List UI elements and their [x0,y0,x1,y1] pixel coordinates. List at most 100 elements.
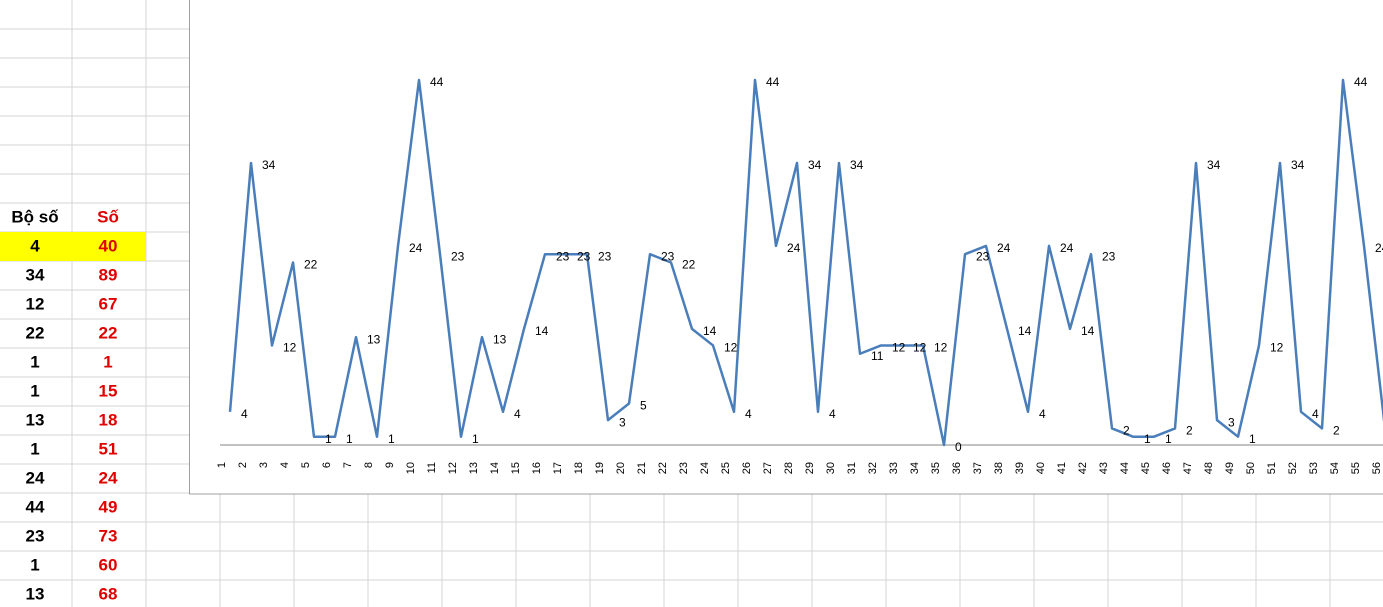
x-tick-label: 41 [1056,462,1068,474]
x-tick-label: 8 [363,462,375,468]
data-label: 12 [724,341,738,355]
x-tick-label: 20 [615,462,627,474]
data-label: 23 [1102,249,1116,263]
x-tick-label: 24 [699,462,711,474]
data-label: 22 [682,258,696,272]
x-tick-label: 43 [1098,462,1110,474]
data-label: 1 [388,432,395,446]
x-tick-label: 21 [636,462,648,474]
data-label: 4 [1312,407,1319,421]
data-label: 2 [1333,424,1340,438]
cell: 1 [30,439,39,458]
x-tick-label: 30 [825,462,837,474]
x-tick-label: 52 [1287,462,1299,474]
x-tick-label: 31 [846,462,858,474]
data-label: 24 [1375,241,1383,255]
x-tick-label: 6 [321,462,333,468]
header-cell: Số [97,207,119,226]
cell: 12 [26,294,45,313]
data-label: 44 [766,75,780,89]
data-label: 23 [976,249,990,263]
data-label: 34 [1207,158,1221,172]
data-label: 4 [241,407,248,421]
data-label: 1 [472,432,479,446]
x-tick-label: 47 [1182,462,1194,474]
data-label: 3 [1228,415,1235,429]
cell: 40 [99,236,118,255]
cell: 24 [99,468,118,487]
data-label: 34 [850,158,864,172]
x-tick-label: 17 [552,462,564,474]
cell: 73 [99,526,118,545]
cell: 49 [99,497,118,516]
x-tick-label: 53 [1308,462,1320,474]
x-tick-label: 45 [1140,462,1152,474]
data-label: 1 [1144,432,1151,446]
data-label: 14 [703,324,717,338]
x-tick-label: 44 [1119,462,1131,474]
cell: 18 [99,410,118,429]
data-label: 3 [619,415,626,429]
data-label: 13 [367,332,381,346]
data-label: 4 [1039,407,1046,421]
x-tick-label: 42 [1077,462,1089,474]
x-tick-label: 48 [1203,462,1215,474]
data-label: 4 [829,407,836,421]
data-label: 44 [430,75,444,89]
x-tick-label: 13 [468,462,480,474]
cell: 24 [26,468,45,487]
data-label: 12 [892,341,906,355]
x-tick-label: 4 [279,462,291,468]
data-label: 2 [1186,424,1193,438]
cell: 4 [30,236,40,255]
cell: 15 [99,381,118,400]
data-label: 14 [1018,324,1032,338]
x-tick-label: 29 [804,462,816,474]
header-cell: Bộ số [11,207,58,226]
x-tick-label: 3 [258,462,270,468]
data-label: 5 [640,399,647,413]
data-label: 12 [934,341,948,355]
cell: 13 [26,584,45,603]
data-label: 1 [1165,432,1172,446]
cell: 67 [99,294,118,313]
data-label: 22 [304,258,318,272]
x-tick-label: 2 [237,462,249,468]
cell: 1 [30,381,39,400]
x-tick-label: 46 [1161,462,1173,474]
data-label: 24 [1060,241,1074,255]
x-tick-label: 35 [930,462,942,474]
cell: 89 [99,265,118,284]
x-tick-label: 49 [1224,462,1236,474]
data-label: 34 [808,158,822,172]
x-tick-label: 11 [426,462,438,473]
cell: 51 [99,439,118,458]
x-tick-label: 18 [573,462,585,474]
cell: 13 [26,410,45,429]
x-tick-label: 37 [972,462,984,474]
x-tick-label: 10 [405,462,417,474]
x-tick-label: 12 [447,462,459,474]
x-tick-label: 23 [678,462,690,474]
x-tick-label: 26 [741,462,753,474]
x-tick-label: 39 [1014,462,1026,474]
x-tick-label: 14 [489,462,501,474]
x-tick-label: 56 [1371,462,1383,474]
data-label: 23 [661,249,675,263]
data-label: 13 [493,332,507,346]
data-label: 12 [1270,341,1284,355]
cell: 22 [99,323,118,342]
x-tick-label: 5 [300,462,312,468]
data-label: 24 [409,241,423,255]
x-tick-label: 33 [888,462,900,474]
data-label: 24 [787,241,801,255]
x-tick-label: 25 [720,462,732,474]
data-label: 1 [1249,432,1256,446]
x-tick-label: 55 [1350,462,1362,474]
x-tick-label: 27 [762,462,774,474]
data-label: 44 [1354,75,1368,89]
x-tick-label: 54 [1329,462,1341,474]
chart-area [189,0,1383,495]
highlight-cell [0,232,146,261]
